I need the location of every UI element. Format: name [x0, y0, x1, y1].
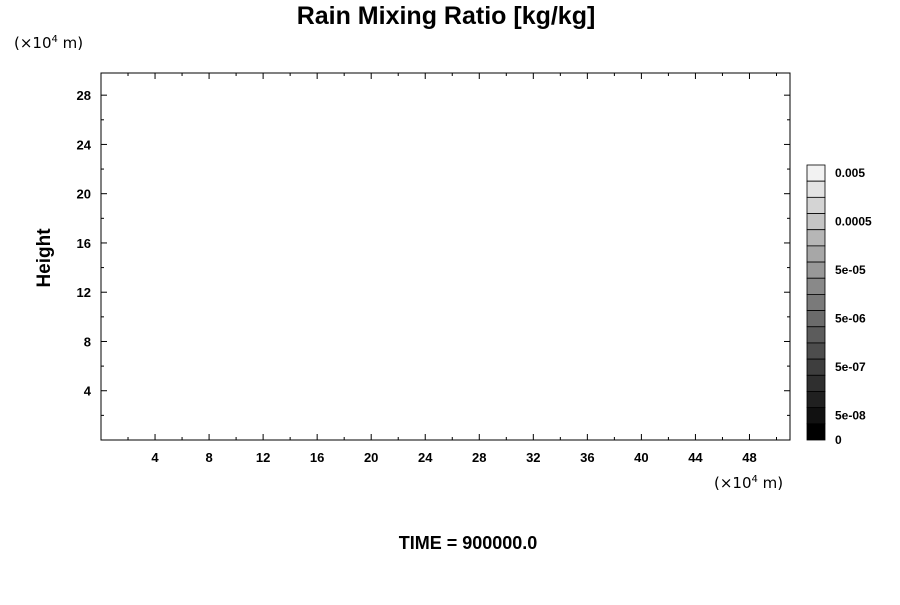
x-unit-prefix: (×10: [714, 474, 752, 492]
colorbar-swatch: [806, 213, 826, 231]
colorbar-swatch: [806, 358, 826, 376]
x-tick-label: 4: [151, 450, 159, 465]
colorbar-label: 0: [835, 433, 842, 447]
x-tick-label: 20: [364, 450, 378, 465]
colorbar-swatch: [806, 180, 826, 198]
y-unit-exponent: 4: [52, 34, 58, 45]
x-tick-label: 32: [526, 450, 540, 465]
colorbar-swatch: [806, 261, 826, 279]
colorbar-swatch: [806, 245, 826, 263]
y-unit-label: (×104 m): [14, 34, 83, 52]
colorbar-swatch: [806, 310, 826, 328]
x-tick-label: 28: [472, 450, 486, 465]
y-unit-suffix: m): [58, 34, 83, 52]
colorbar-swatch: [806, 326, 826, 344]
colorbar-swatch: [806, 196, 826, 214]
x-tick-label: 24: [418, 450, 433, 465]
colorbar-swatch: [806, 391, 826, 409]
y-unit-prefix: (×10: [14, 34, 52, 52]
x-tick-label: 48: [742, 450, 756, 465]
colorbar-swatch: [806, 407, 826, 425]
chart-title: Rain Mixing Ratio [kg/kg]: [297, 2, 596, 30]
colorbar-swatch: [806, 294, 826, 311]
colorbar-swatch: [806, 423, 826, 441]
time-label: TIME = 900000.0: [399, 533, 538, 553]
y-axis-label: Height: [34, 228, 55, 288]
colorbar-label: 0.005: [835, 166, 865, 180]
x-tick-label: 44: [688, 450, 703, 465]
colorbar-label: 0.0005: [835, 215, 872, 229]
colorbar-swatch: [806, 229, 826, 247]
colorbar-label: 5e-05: [835, 263, 866, 277]
y-tick-label: 20: [77, 187, 91, 202]
colorbar-swatch: [806, 277, 826, 295]
colorbar-label: 5e-06: [835, 312, 866, 326]
x-tick-label: 16: [310, 450, 324, 465]
x-unit-exponent: 4: [752, 474, 758, 485]
plot-area: [100, 72, 791, 441]
x-unit-suffix: m): [758, 474, 783, 492]
colorbar-swatch: [806, 164, 826, 182]
x-tick-label: 40: [634, 450, 648, 465]
x-tick-label: 8: [205, 450, 212, 465]
x-tick-label: 36: [580, 450, 594, 465]
y-tick-label: 16: [77, 236, 91, 251]
y-tick-label: 12: [77, 285, 91, 300]
colorbar-swatch: [806, 374, 826, 392]
y-tick-label: 24: [77, 137, 92, 152]
x-unit-label: (×104 m): [714, 474, 783, 492]
colorbar-label: 5e-07: [835, 360, 866, 374]
x-tick-label: 12: [256, 450, 270, 465]
colorbar: 0.005 0.0005 5e-05 5e-06 5e-07 5e-08 0: [806, 164, 872, 447]
colorbar-label: 5e-08: [835, 409, 866, 423]
y-tick-label: 8: [84, 334, 91, 349]
colorbar-swatch: [806, 342, 826, 360]
y-tick-label: 28: [77, 88, 91, 103]
y-tick-label: 4: [84, 384, 92, 399]
